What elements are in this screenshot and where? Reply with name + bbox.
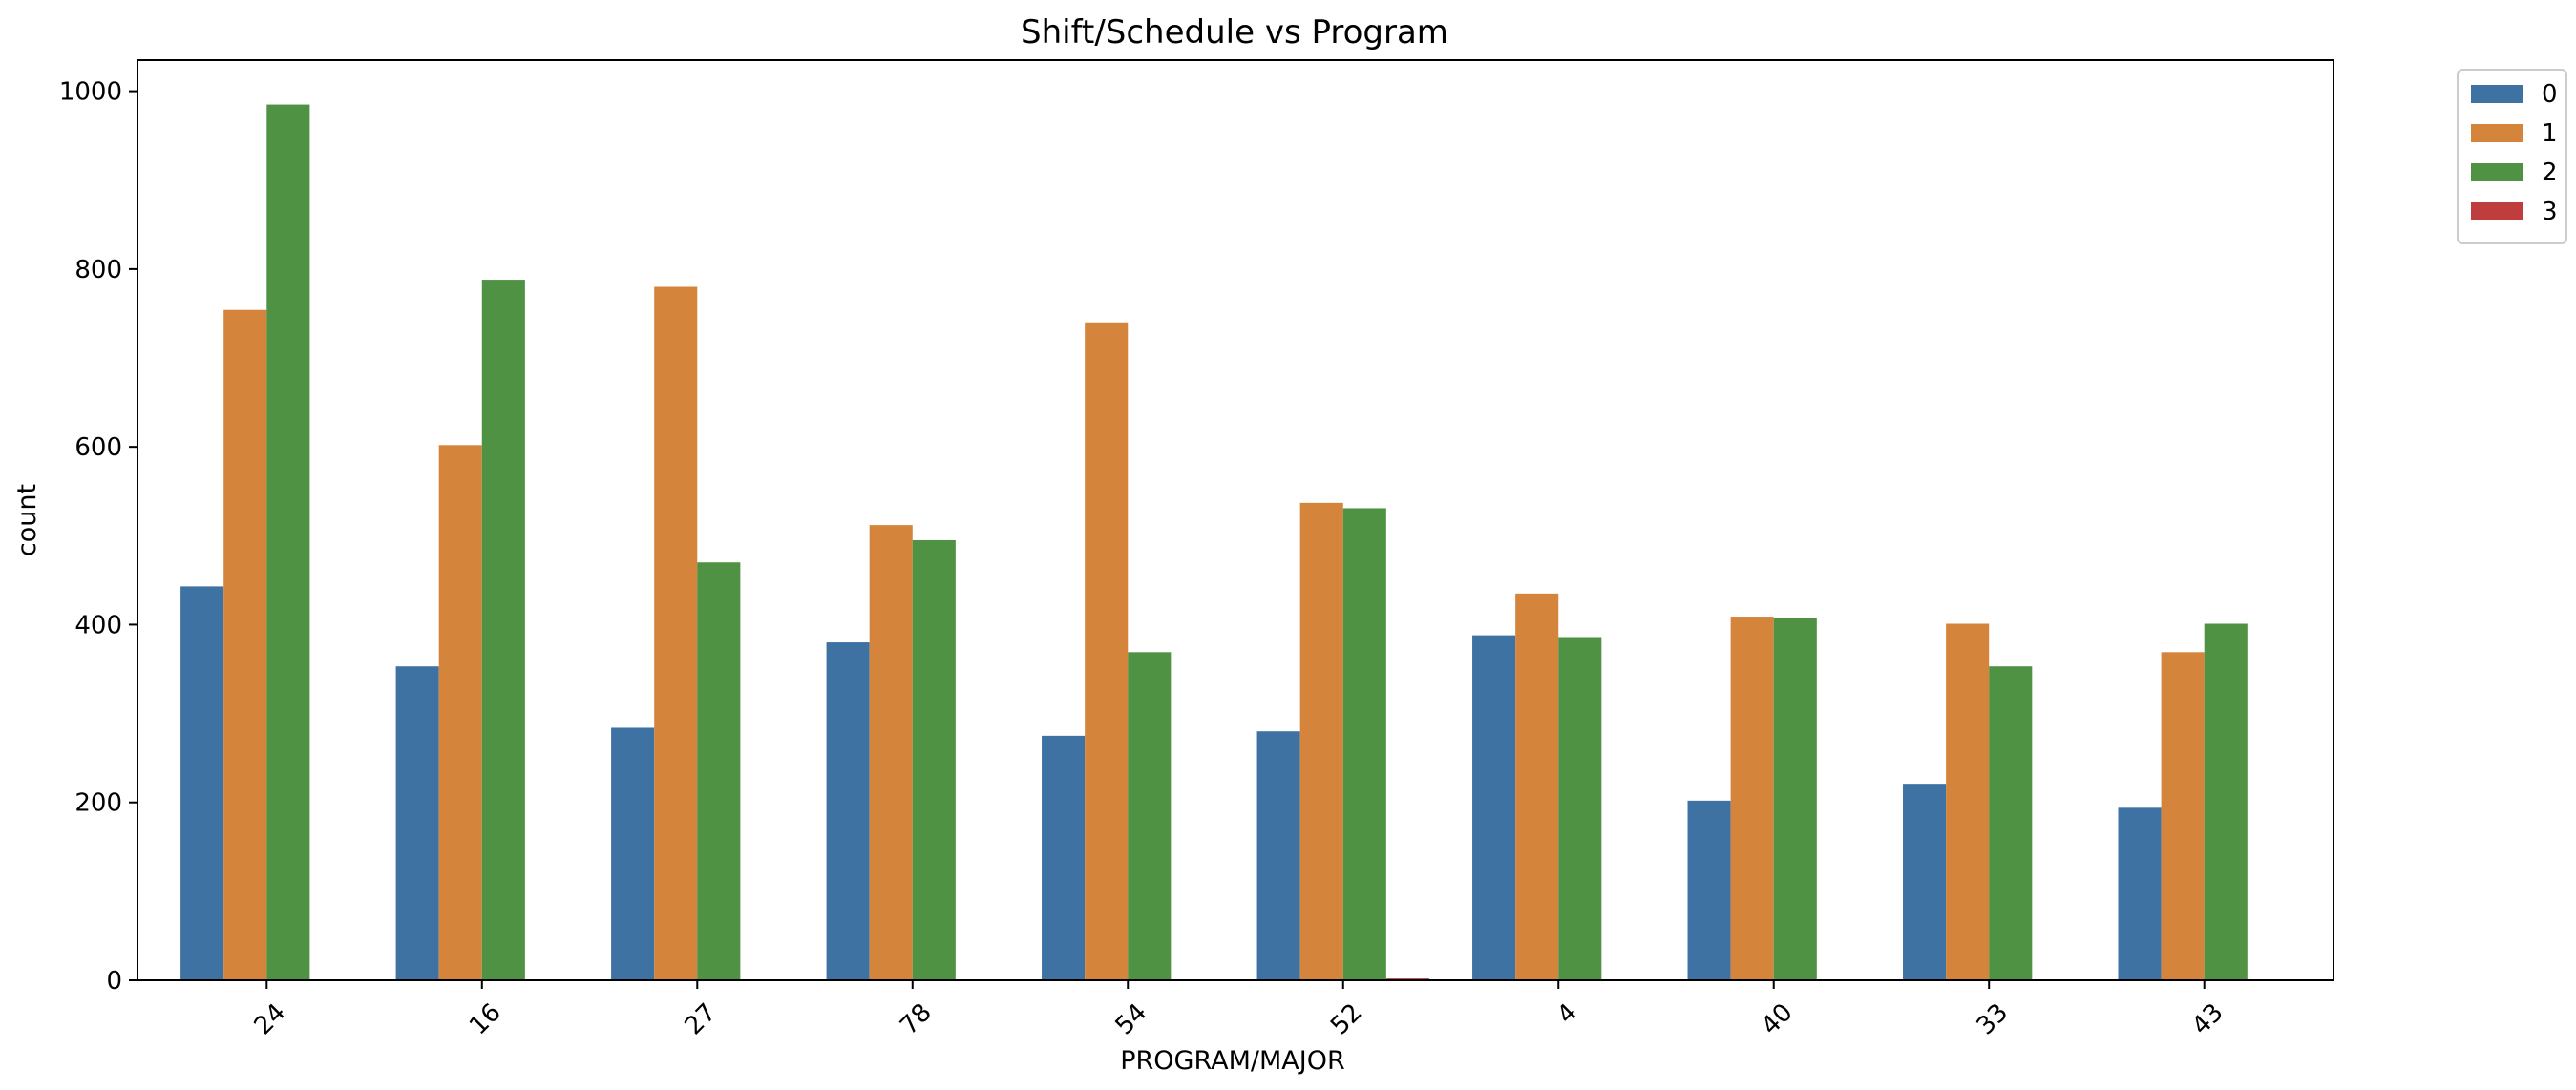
bar-series-0-cat-4 xyxy=(1472,635,1516,980)
legend-label-3: 3 xyxy=(2542,198,2558,226)
bar-series-1-cat-27 xyxy=(654,286,698,980)
bar-series-1-cat-4 xyxy=(1515,593,1559,980)
bar-series-1-cat-16 xyxy=(438,445,482,980)
x-tick-label-40: 40 xyxy=(1756,998,1799,1041)
legend-swatch-2 xyxy=(2471,163,2523,181)
y-tick-label-0: 0 xyxy=(106,967,122,996)
bar-series-2-cat-27 xyxy=(697,562,741,980)
bar-series-1-cat-40 xyxy=(1730,617,1774,980)
x-tick-label-24: 24 xyxy=(249,998,292,1041)
bar-series-2-cat-78 xyxy=(912,539,956,980)
x-tick-label-27: 27 xyxy=(680,998,723,1041)
legend-label-2: 2 xyxy=(2542,158,2558,187)
x-tick-label-52: 52 xyxy=(1325,998,1368,1041)
y-tick-label-400: 400 xyxy=(74,611,122,639)
x-tick-label-78: 78 xyxy=(895,998,938,1041)
y-tick-label-800: 800 xyxy=(74,256,122,284)
x-axis: 24 16 27 78 54 52 4 40 33 43 xyxy=(249,980,2229,1040)
bar-series-0-cat-33 xyxy=(1903,784,1947,980)
y-tick-label-600: 600 xyxy=(74,433,122,462)
bar-series-0-cat-54 xyxy=(1042,735,1086,980)
bar-series-1-cat-33 xyxy=(1946,623,1990,980)
bar-series-0-cat-27 xyxy=(611,727,655,980)
y-tick-label-200: 200 xyxy=(74,789,122,818)
bar-series-1-cat-54 xyxy=(1085,322,1129,980)
bars-group xyxy=(180,104,2248,981)
legend-swatch-0 xyxy=(2471,85,2523,103)
bar-series-2-cat-40 xyxy=(1773,618,1817,980)
y-tick-label-1000: 1000 xyxy=(59,78,122,107)
bar-series-0-cat-78 xyxy=(826,642,870,980)
legend-label-1: 1 xyxy=(2542,119,2558,148)
chart-title: Shift/Schedule vs Program xyxy=(1021,13,1448,52)
bar-series-1-cat-52 xyxy=(1299,502,1343,980)
y-axis-label: count xyxy=(12,484,42,556)
bar-series-0-cat-40 xyxy=(1687,800,1731,980)
plot-frame xyxy=(137,59,2334,981)
bar-series-2-cat-16 xyxy=(481,280,525,980)
bar-series-1-cat-78 xyxy=(869,525,913,980)
legend-label-0: 0 xyxy=(2542,80,2558,109)
x-tick-label-54: 54 xyxy=(1110,998,1153,1041)
x-tick-label-16: 16 xyxy=(464,998,507,1041)
bar-series-2-cat-4 xyxy=(1558,637,1602,980)
bar-series-0-cat-16 xyxy=(395,666,439,980)
bar-series-2-cat-24 xyxy=(266,104,310,980)
legend-swatch-1 xyxy=(2471,124,2523,142)
bar-series-2-cat-33 xyxy=(1989,666,2033,980)
bar-series-1-cat-43 xyxy=(2161,652,2205,980)
bar-series-0-cat-43 xyxy=(2118,807,2162,980)
bar-series-0-cat-24 xyxy=(180,586,224,980)
bar-series-1-cat-24 xyxy=(223,309,267,981)
bar-series-2-cat-43 xyxy=(2204,623,2248,980)
x-tick-label-33: 33 xyxy=(1972,998,2015,1041)
x-axis-label: PROGRAM/MAJOR xyxy=(1120,1046,1345,1076)
y-axis: 0 200 400 600 800 1000 xyxy=(59,78,137,996)
legend-swatch-3 xyxy=(2471,202,2523,220)
bar-series-2-cat-54 xyxy=(1128,652,1172,980)
bar-series-2-cat-52 xyxy=(1342,508,1386,980)
bar-series-0-cat-52 xyxy=(1256,731,1300,980)
legend-frame xyxy=(2457,69,2567,244)
legend: 0 1 2 3 xyxy=(2457,69,2567,244)
x-tick-label-4: 4 xyxy=(1552,998,1583,1030)
x-tick-label-43: 43 xyxy=(2186,998,2229,1041)
